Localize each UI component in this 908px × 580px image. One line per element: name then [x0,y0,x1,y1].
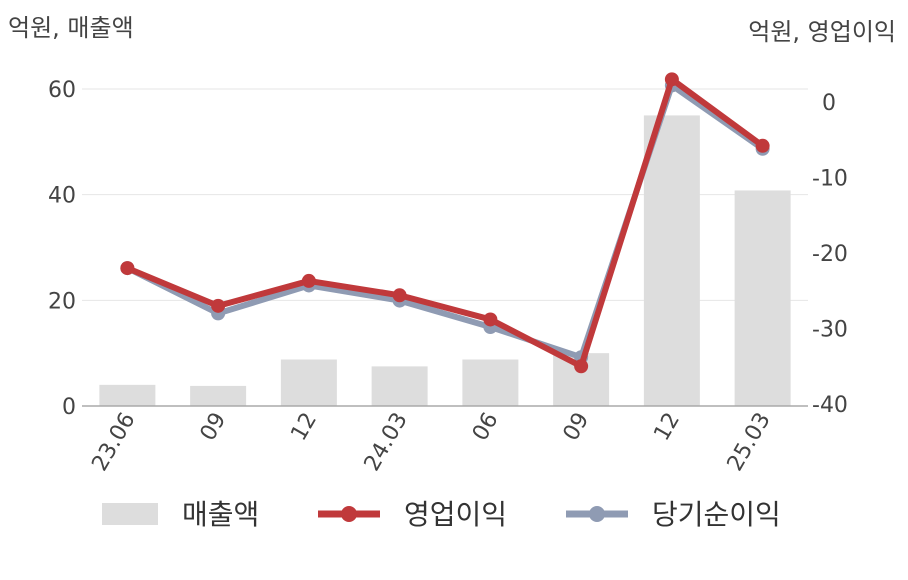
left-tick-label: 40 [48,184,76,209]
bar [99,384,156,406]
legend-item: 매출액 [102,498,259,531]
bar [190,385,247,406]
legend-marker [589,506,605,522]
bar [643,115,700,407]
x-tick-label: 25.03 [723,409,776,476]
right-tick-label: -10 [812,167,848,192]
series-line [124,76,766,370]
data-point [120,261,135,276]
bar [462,359,519,406]
x-tick-label: 06 [468,409,504,446]
x-tick-label: 09 [196,409,232,446]
legend-item: 영업이익 [318,498,507,531]
legend: 매출액 영업이익 당기순이익 [102,498,781,531]
bar [280,359,337,406]
x-axis-ticks: 23.06 09 12 24.03 06 09 12 25.03 [87,409,775,476]
left-axis-ticks: 0 20 40 60 [48,78,76,420]
bar [371,366,428,406]
line-series [120,72,770,374]
x-tick-label: 23.06 [87,409,140,476]
data-point [574,359,589,374]
legend-swatch [102,503,158,525]
data-point [664,72,679,87]
data-point [755,138,770,153]
legend-marker [341,506,357,522]
right-axis-unit-label: 억원, 영업이익 [748,18,896,46]
legend-label: 당기순이익 [652,498,781,531]
line-series-group [120,72,770,374]
x-tick-label: 12 [649,409,685,446]
left-tick-label: 0 [62,395,76,420]
left-tick-label: 20 [48,289,76,314]
left-axis-unit-label: 억원, 매출액 [8,14,134,42]
bar-series [99,115,791,407]
left-tick-label: 60 [48,78,76,103]
legend-item: 당기순이익 [566,498,781,531]
data-point [392,288,407,303]
x-tick-label: 24.03 [360,409,413,476]
legend-label: 매출액 [182,498,259,531]
data-point [483,312,498,327]
right-tick-label: -30 [812,318,848,343]
right-tick-label: -40 [812,393,848,418]
right-axis-ticks: -40 -30 -20 -10 0 [812,91,848,418]
legend-label: 영업이익 [404,498,507,531]
x-tick-label: 09 [559,409,595,446]
right-tick-label: 0 [822,91,836,116]
data-point [211,298,226,313]
data-point [301,273,316,288]
right-tick-label: -20 [812,242,848,267]
bar [734,190,791,406]
x-tick-label: 12 [286,409,322,446]
